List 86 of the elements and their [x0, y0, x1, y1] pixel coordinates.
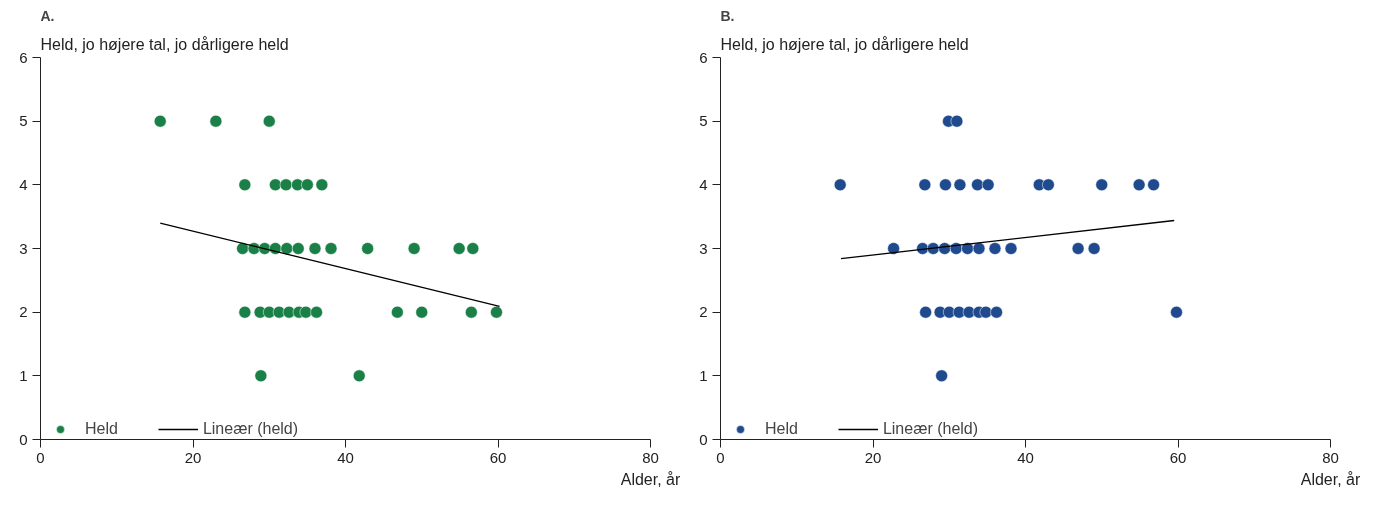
- point: [291, 242, 305, 255]
- point: [291, 178, 304, 192]
- point: [1147, 178, 1160, 192]
- point: [466, 242, 480, 255]
- legend-label: Lineær (held): [882, 420, 979, 438]
- point: [943, 305, 956, 319]
- point: [352, 369, 366, 383]
- point: [961, 242, 974, 255]
- point: [935, 369, 948, 383]
- point: [971, 178, 984, 192]
- point: [263, 305, 276, 319]
- y-axis-title: Held, jo højere tal, jo dårligere held: [40, 35, 289, 53]
- point: [833, 178, 847, 192]
- y-tick-label: 6: [699, 48, 708, 66]
- point: [263, 114, 276, 128]
- point: [407, 242, 421, 255]
- x-tick-label: 80: [1322, 448, 1339, 466]
- x-tick-label: 60: [1169, 448, 1187, 466]
- point: [1071, 242, 1085, 255]
- point: [452, 242, 466, 255]
- point: [415, 305, 428, 319]
- legend-label: Held: [765, 420, 798, 438]
- point: [988, 242, 1002, 255]
- chart-title: B.: [720, 7, 735, 24]
- point: [918, 178, 932, 192]
- y-tick-label: 1: [699, 366, 708, 384]
- y-tick-label: 0: [699, 430, 708, 448]
- legend-label: Lineær (held): [202, 420, 299, 438]
- point: [391, 305, 404, 319]
- point: [153, 114, 167, 128]
- point: [1095, 178, 1108, 192]
- point: [361, 242, 374, 255]
- x-tick-label: 80: [642, 448, 659, 466]
- point: [979, 305, 993, 319]
- y-tick-label: 5: [19, 112, 28, 130]
- point: [254, 369, 268, 383]
- x-tick-label: 0: [716, 448, 725, 466]
- x-tick-label: 20: [184, 448, 202, 466]
- point: [301, 178, 314, 192]
- point: [887, 242, 900, 255]
- point: [1132, 178, 1146, 192]
- point: [953, 178, 967, 192]
- point: [324, 242, 338, 255]
- point: [315, 178, 329, 192]
- point: [299, 305, 313, 319]
- point: [465, 305, 478, 319]
- y-tick-label: 3: [699, 239, 708, 257]
- x-tick-label: 40: [337, 448, 354, 466]
- point: [1004, 242, 1018, 255]
- y-tick-label: 2: [699, 303, 708, 321]
- x-axis-title: Alder, år: [620, 470, 681, 488]
- point: [308, 242, 322, 255]
- x-tick-label: 0: [36, 448, 45, 466]
- x-tick-label: 60: [489, 448, 507, 466]
- point: [209, 114, 223, 128]
- x-axis-title: Alder, år: [1300, 470, 1361, 488]
- point: [279, 178, 293, 192]
- point: [919, 305, 932, 319]
- point: [1170, 305, 1183, 319]
- y-tick-label: 4: [699, 175, 708, 193]
- point: [981, 178, 995, 192]
- chart-title: A.: [40, 7, 55, 24]
- y-axis-title: Held, jo højere tal, jo dårligere held: [720, 35, 969, 53]
- x-tick-label: 40: [1017, 448, 1034, 466]
- point: [950, 114, 964, 128]
- point: [269, 178, 282, 192]
- point: [238, 305, 252, 319]
- point: [1087, 242, 1101, 255]
- point: [310, 305, 323, 319]
- point: [972, 242, 986, 255]
- legend-label: Held: [85, 420, 118, 438]
- point: [1042, 178, 1055, 192]
- x-tick-label: 20: [864, 448, 882, 466]
- point: [990, 305, 1003, 319]
- y-tick-label: 0: [19, 430, 28, 448]
- y-tick-label: 2: [19, 303, 28, 321]
- point: [939, 178, 952, 192]
- y-tick-label: 1: [19, 366, 28, 384]
- y-tick-label: 6: [19, 48, 28, 66]
- point: [238, 178, 252, 192]
- y-tick-label: 5: [699, 112, 708, 130]
- point: [236, 242, 249, 255]
- point: [280, 242, 294, 255]
- y-tick-label: 4: [19, 175, 28, 193]
- y-tick-label: 3: [19, 239, 28, 257]
- point: [490, 305, 503, 319]
